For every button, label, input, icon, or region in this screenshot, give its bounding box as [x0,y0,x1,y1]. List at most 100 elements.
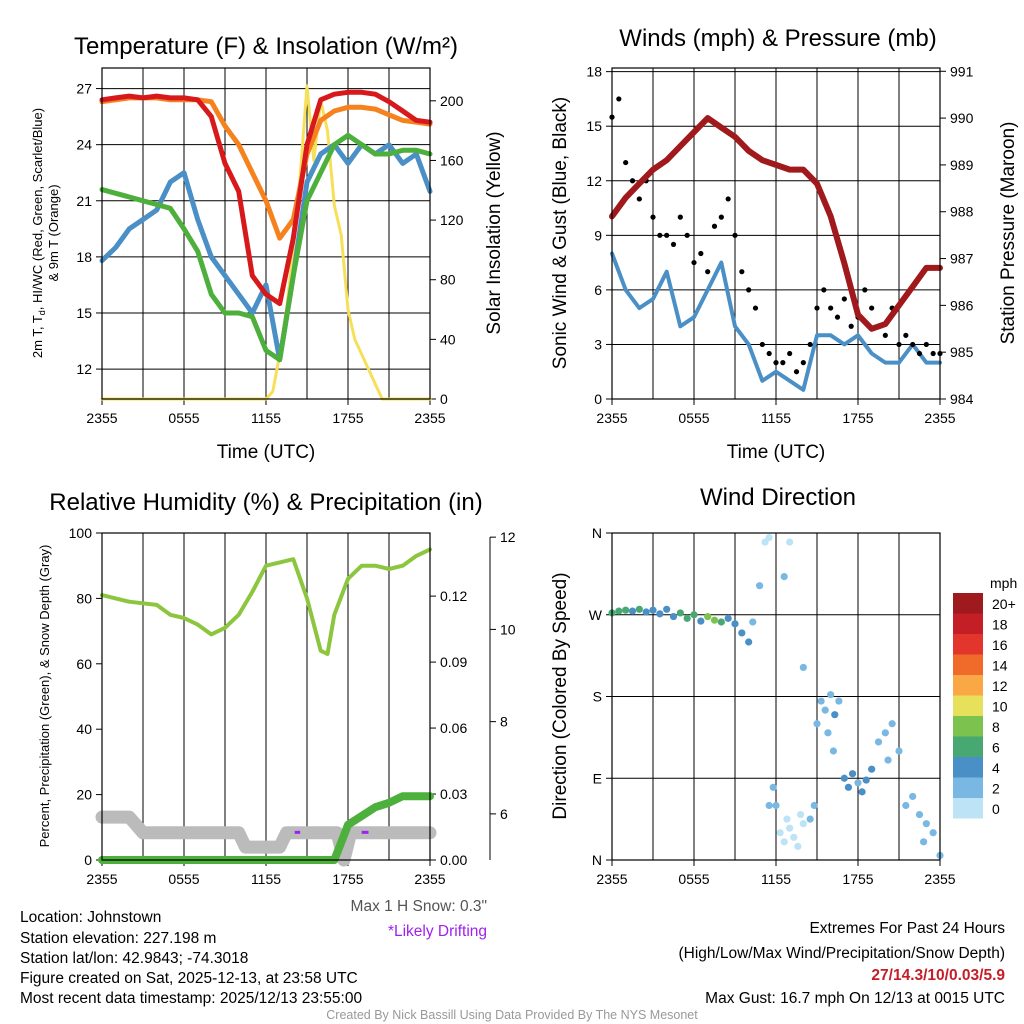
pressure-line [609,115,943,332]
temperature-y-axis-label-line2: & 9m T (Orange) [46,184,61,281]
y-tick-label: 60 [76,656,92,672]
y-tick-label: 987 [950,251,974,267]
y-tick-label: W [589,607,603,623]
x-tick-label: 1155 [761,410,791,426]
wind-direction-point [717,618,725,626]
temperature-y-axis-label: 2m T, Td, HI/WC (Red, Green, Scarlet/Blu… [30,108,47,358]
gust-point [923,341,929,348]
wind-direction-point [765,533,773,542]
y-tick-label: 200 [440,93,464,109]
gust-point [896,341,902,348]
gust-point [616,96,622,102]
wind-direction-point [786,824,794,832]
y-tick-label: 24 [76,137,92,153]
gust-point [650,214,656,220]
gust-point [882,332,888,338]
plot-frame [611,532,941,861]
gust-point [807,341,813,348]
gust-point [903,332,909,338]
wind-direction-point [780,573,788,581]
legend-swatch [953,695,983,716]
temperature-series-line-2m-t [99,89,433,307]
legend-swatch [953,777,983,798]
y-tick-label: 20 [76,787,92,803]
humidity-y-axis-label: Percent, Precipitation (Green), & Snow D… [37,545,52,848]
legend-label: 10 [992,699,1008,715]
direction-y-axis-label: Direction (Colored By Speed) [550,572,571,819]
gust-point [691,259,697,266]
gust-point [657,232,663,238]
y-tick-label: 12 [76,361,92,377]
y-tick-label: 0.09 [440,654,467,670]
wind-direction-point [868,765,876,773]
gust-point [636,196,642,202]
gust-point [930,350,936,357]
wind-direction-point [649,606,657,614]
wind-direction-point [902,801,910,810]
legend-label: 0 [992,801,1000,817]
wind-direction-point [776,829,784,837]
wind-direction-point [697,617,705,625]
x-tick-label: 1755 [842,871,873,887]
x-tick-label: 2355 [414,410,445,426]
legend-swatch [953,593,983,614]
x-tick-label: 2355 [924,871,955,887]
pressure-y-axis-label: Station Pressure (Maroon) [998,122,1019,345]
wind-direction-point [824,729,832,737]
legend-label: 16 [992,637,1008,653]
gust-point [677,214,683,220]
gust-point [759,341,765,348]
legend-swatch [953,716,983,737]
gust-point [718,214,724,220]
y-tick-label: 160 [440,152,464,168]
gust-point [670,241,677,248]
gust-point [623,159,629,166]
gust-point [834,314,841,320]
gust-point [766,350,772,357]
gust-point [787,350,793,357]
gust-point [780,360,786,366]
y-tick-label: 989 [950,157,974,173]
gust-point [828,305,834,311]
wind-direction-point [862,776,870,784]
wind-direction-point [710,616,719,624]
wind-direction-point [663,605,671,613]
wind-direction-point [797,810,805,819]
wind-direction-point [844,783,853,791]
y-tick-label: 12 [500,529,516,545]
gust-point [732,232,738,238]
wind-direction-point [622,606,630,614]
gust-point [862,287,868,293]
latlon-text: Station lat/lon: 42.9843; -74.3018 [20,950,248,967]
wind-direction-point [848,770,857,778]
temperature-series-line-td [99,132,433,363]
data-timestamp-text: Most recent data timestamp: 2025/12/13 2… [20,990,362,1007]
y-tick-label: 18 [76,249,92,265]
wind-direction-point [749,618,757,626]
y-tick-label: 21 [76,193,92,209]
y-tick-label: 100 [69,525,93,541]
y-tick-label: 10 [500,621,516,637]
wind-direction-point [615,607,623,615]
x-tick-label: 1155 [761,871,791,887]
gust-point [848,323,854,329]
y-tick-label: 0 [84,852,92,868]
gust-point [800,360,806,366]
y-tick-label: 12 [586,173,602,189]
gust-point [725,196,731,202]
x-tick-label: 0555 [168,871,199,887]
wind-direction-point [642,608,650,616]
wind-direction-point [669,612,678,621]
wind-direction-point [858,788,866,796]
x-tick-label: 1755 [842,410,873,426]
wind-direction-point [922,820,930,828]
gust-point [869,305,875,311]
wind-direction-point [780,838,788,846]
wind-direction-point [810,801,818,810]
wind-direction-point [786,538,794,546]
y-tick-label: E [593,770,602,786]
wind-direction-point [635,605,643,613]
location-text: Location: Johnstown [20,909,161,926]
legend-label: 6 [992,740,1000,756]
